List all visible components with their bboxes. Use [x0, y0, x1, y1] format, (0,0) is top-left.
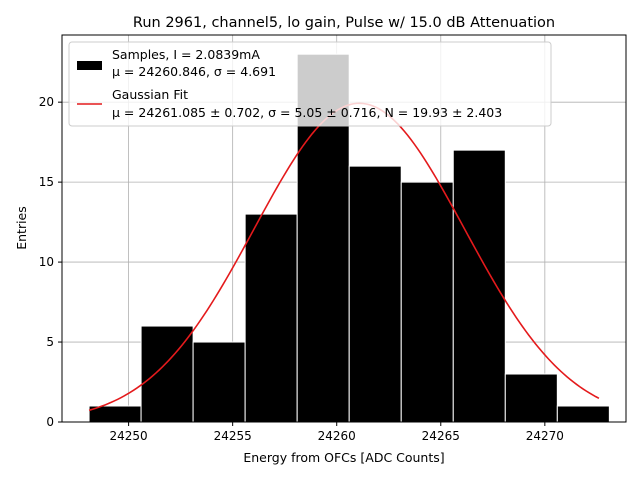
histogram-bar: [244, 213, 298, 423]
legend: Samples, I = 2.0839mA μ = 24260.846, σ =…: [68, 41, 552, 127]
legend-fit-line1: Gaussian Fit: [112, 87, 188, 102]
legend-box: [68, 41, 552, 127]
histogram-bar: [556, 405, 610, 423]
x-tick-label: 24255: [214, 429, 252, 443]
legend-samples-line1: Samples, I = 2.0839mA: [112, 47, 260, 62]
x-tick-label: 24250: [110, 429, 148, 443]
y-axis-ticks: 0 5 10 15 20: [39, 95, 62, 429]
legend-swatch-samples: [77, 61, 102, 70]
x-axis-ticks: 24250 24255 24260 24265 24270: [110, 422, 564, 443]
x-tick-label: 24260: [318, 429, 356, 443]
legend-fit-line2: μ = 24261.085 ± 0.702, σ = 5.05 ± 0.716,…: [112, 105, 502, 120]
y-tick-label: 20: [39, 95, 54, 109]
histogram-bar: [400, 181, 454, 423]
x-axis-label: Energy from OFCs [ADC Counts]: [243, 450, 444, 465]
histogram-bar: [452, 149, 506, 423]
histogram-bar: [192, 341, 246, 423]
y-tick-label: 15: [39, 175, 54, 189]
x-tick-label: 24265: [422, 429, 460, 443]
y-tick-label: 5: [46, 335, 54, 349]
plot-frame: [61, 34, 627, 423]
histogram-bar: [348, 165, 402, 423]
histogram-bar: [504, 373, 558, 423]
chart-title: Run 2961, channel5, lo gain, Pulse w/ 15…: [133, 15, 555, 31]
x-tick-label: 24270: [526, 429, 564, 443]
legend-samples-line2: μ = 24260.846, σ = 4.691: [112, 64, 276, 79]
y-tick-label: 10: [39, 255, 54, 269]
y-tick-label: 0: [46, 415, 54, 429]
y-axis-label: Entries: [14, 206, 29, 250]
